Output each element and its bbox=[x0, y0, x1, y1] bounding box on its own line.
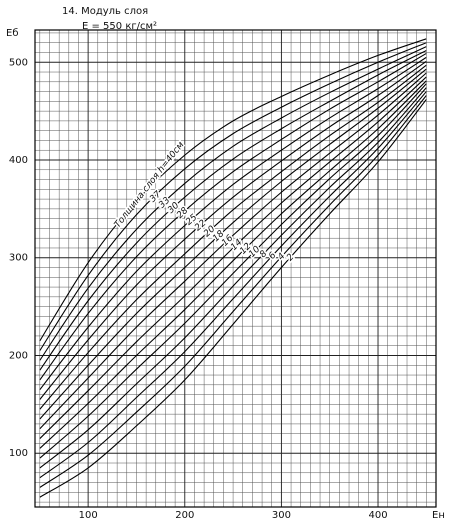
curve bbox=[39, 60, 427, 400]
curve bbox=[39, 99, 427, 498]
x-tick-label: 400 bbox=[368, 510, 387, 521]
plot-frame bbox=[34, 29, 437, 508]
curve bbox=[39, 87, 427, 469]
curve bbox=[39, 68, 427, 420]
curve bbox=[39, 80, 427, 449]
chart-title: 14. Модуль слоя bbox=[62, 6, 148, 17]
y-tick-label: 300 bbox=[9, 253, 28, 264]
curve bbox=[39, 46, 427, 361]
y-tick-label: 500 bbox=[9, 57, 28, 68]
curves bbox=[39, 38, 427, 498]
curve bbox=[39, 42, 427, 351]
chart-subtitle: E = 550 кг/см² bbox=[82, 21, 157, 32]
curve bbox=[39, 91, 427, 479]
curve bbox=[39, 56, 427, 391]
y-tick-label: 100 bbox=[9, 448, 28, 459]
curve bbox=[39, 83, 427, 459]
y-tick-label: 400 bbox=[9, 155, 28, 166]
x-tick-label: 200 bbox=[175, 510, 194, 521]
curve bbox=[39, 50, 427, 371]
x-axis-label: Eн bbox=[432, 510, 445, 521]
x-tick-label: 300 bbox=[272, 510, 291, 521]
curve bbox=[39, 72, 427, 430]
curve bbox=[39, 95, 427, 488]
y-axis-label: Еб bbox=[6, 28, 19, 39]
curve bbox=[39, 76, 427, 439]
x-tick-label: 100 bbox=[79, 510, 98, 521]
grid bbox=[35, 30, 437, 507]
curve bbox=[39, 64, 427, 410]
y-tick-label: 200 bbox=[9, 350, 28, 361]
curve bbox=[39, 38, 427, 342]
curve bbox=[39, 52, 427, 381]
